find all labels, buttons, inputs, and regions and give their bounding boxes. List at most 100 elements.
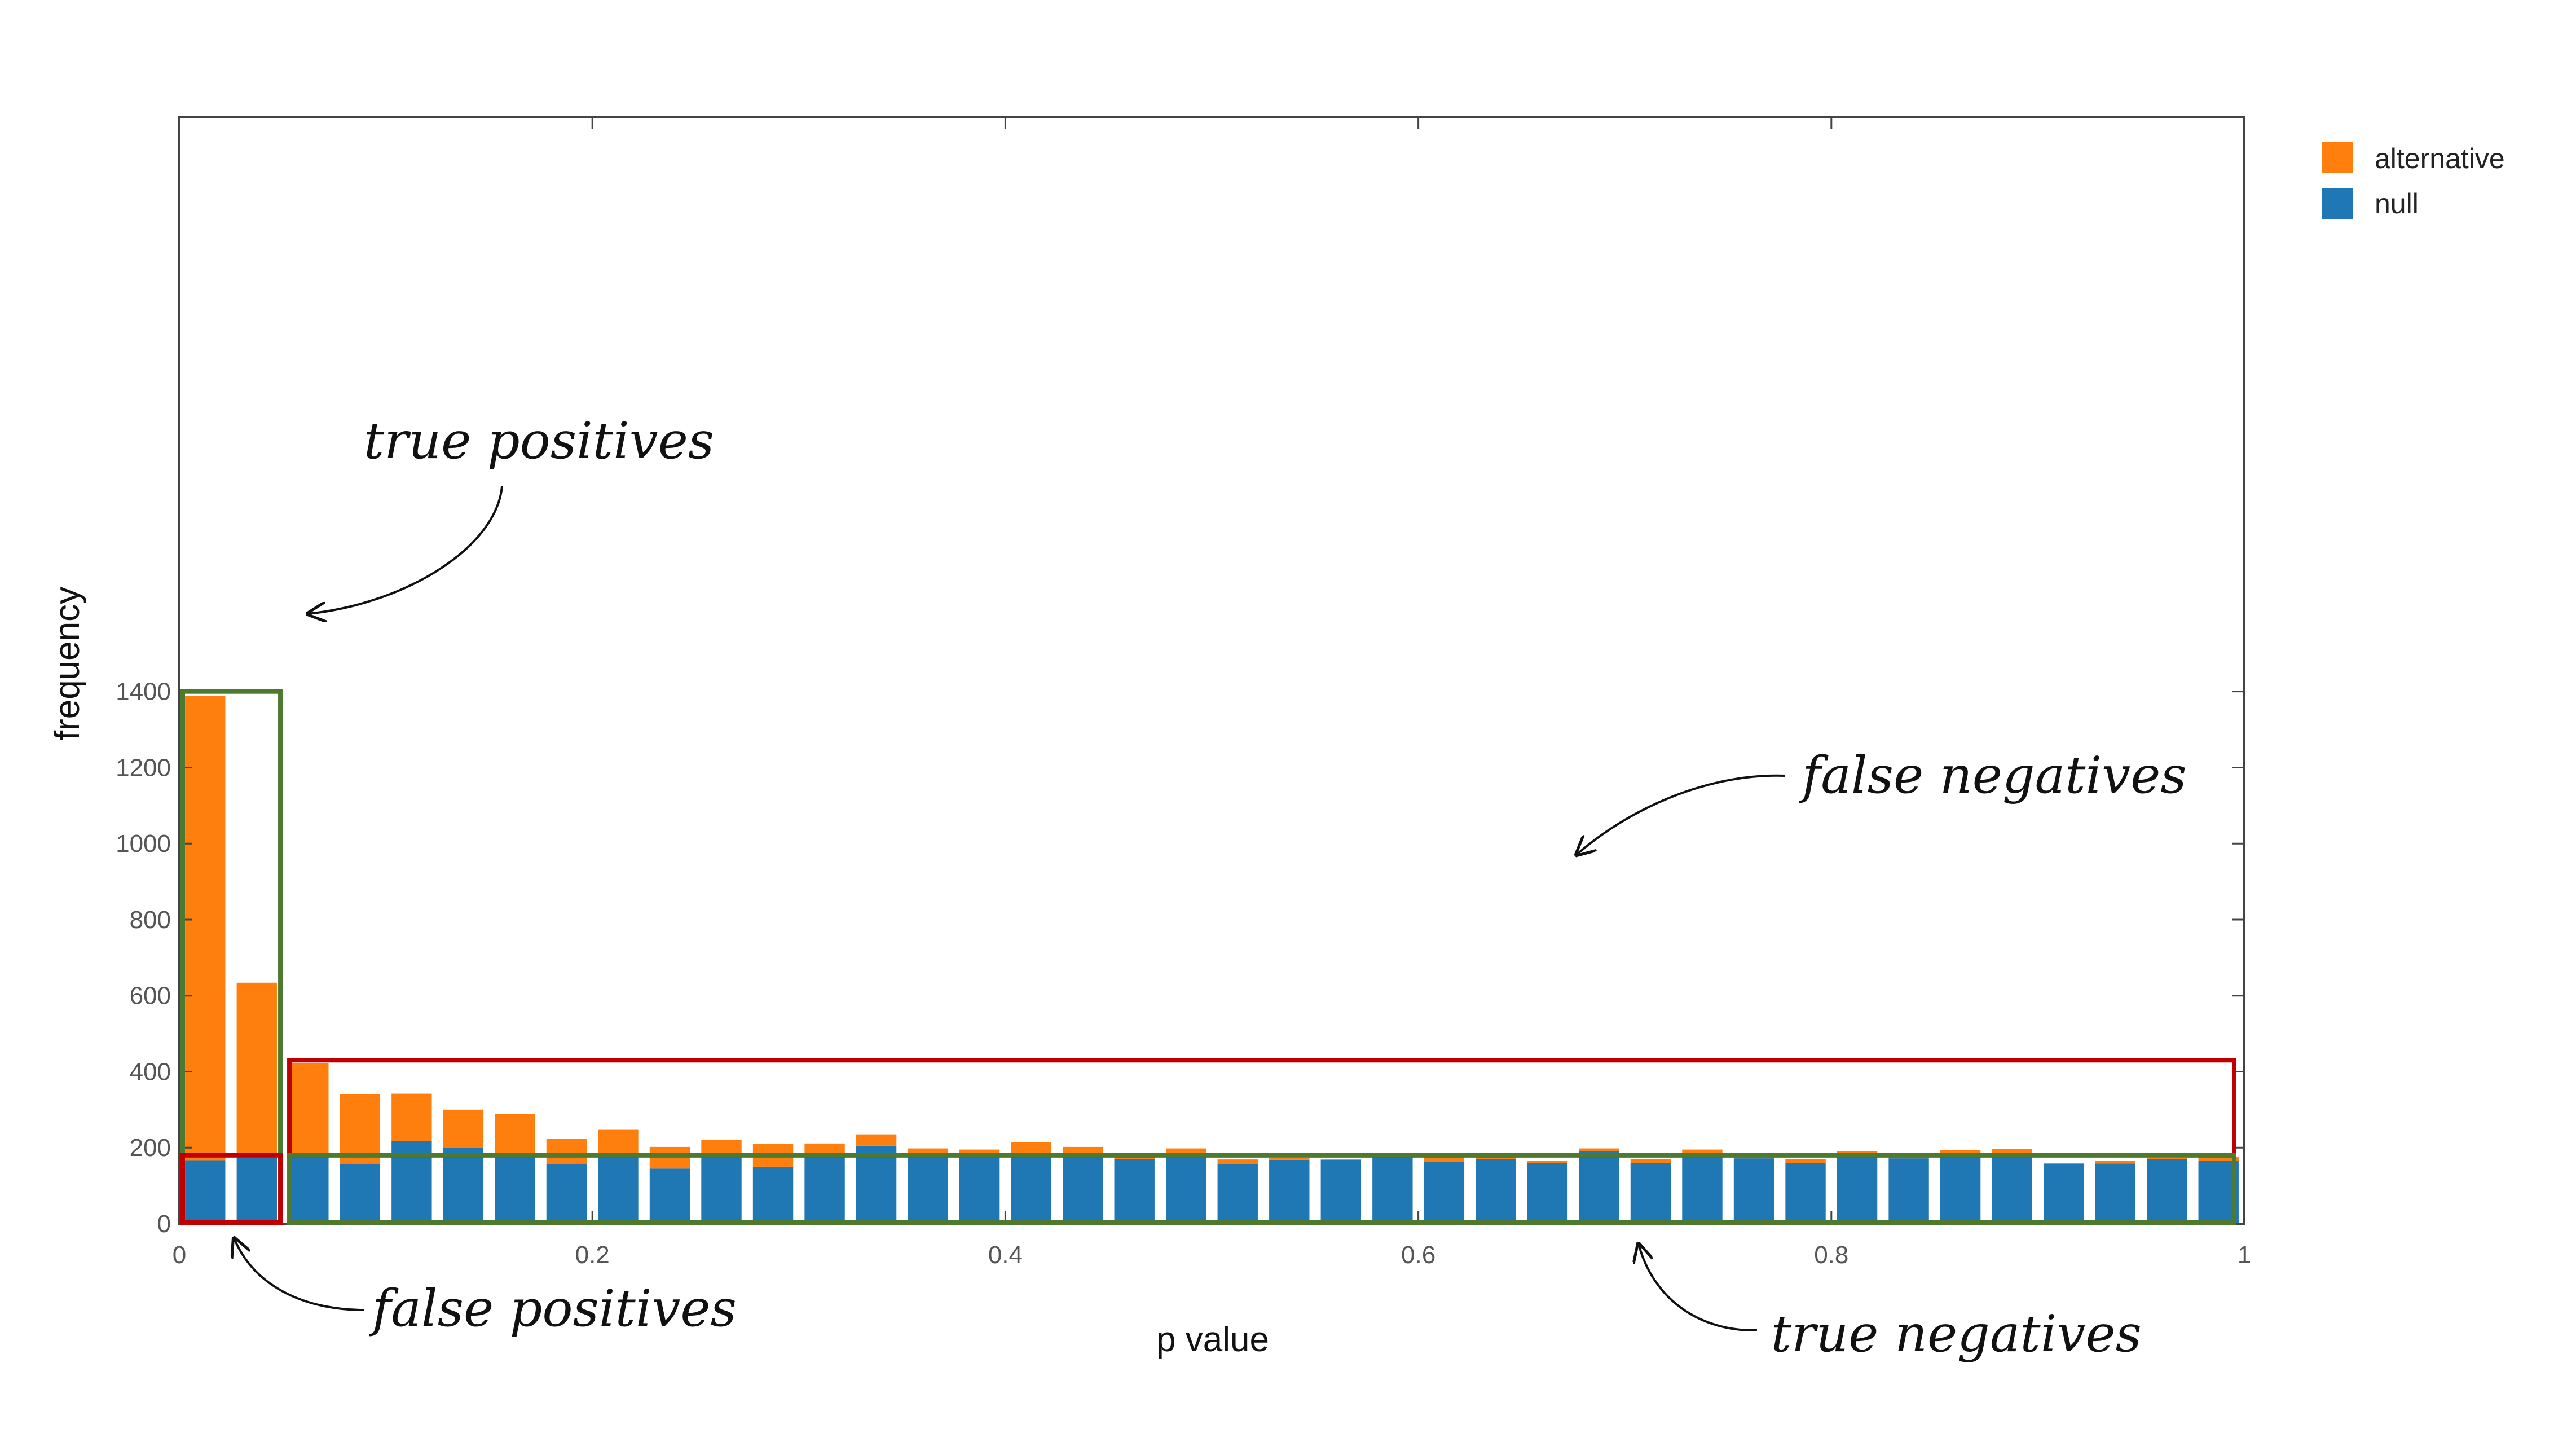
bar-null-35 [1992, 1155, 2032, 1224]
bar-null-31 [1785, 1163, 1826, 1224]
legend-swatch-alternative [2322, 142, 2353, 173]
y-tick-label-2: 400 [130, 1058, 171, 1085]
bar-null-25 [1476, 1159, 1516, 1224]
x-tick-label-2: 0.4 [988, 1241, 1023, 1269]
bar-alternative-31 [1785, 1159, 1826, 1163]
bar-null-1 [236, 1153, 277, 1224]
arrow-true-positives [308, 486, 503, 614]
bar-null-15 [959, 1157, 1000, 1224]
bar-null-14 [908, 1156, 948, 1224]
bar-null-36 [2043, 1164, 2084, 1224]
bar-alternative-3 [340, 1094, 381, 1164]
bars-layer [185, 696, 2239, 1224]
bar-null-6 [495, 1156, 535, 1224]
x-tick-label-3: 0.6 [1401, 1241, 1435, 1269]
bar-null-7 [546, 1164, 587, 1224]
bar-alternative-34 [1940, 1150, 1981, 1155]
bar-null-22 [1320, 1159, 1362, 1224]
bar-alternative-25 [1476, 1156, 1516, 1159]
bar-alternative-18 [1114, 1157, 1155, 1159]
bar-null-18 [1114, 1159, 1155, 1224]
y-tick-label-4: 800 [130, 906, 171, 934]
bar-null-23 [1372, 1156, 1413, 1224]
y-tick-label-0: 0 [157, 1210, 171, 1238]
bar-alternative-39 [2198, 1157, 2239, 1161]
annotation-true-negatives: true negatives [1771, 1304, 2142, 1364]
bar-alternative-6 [495, 1114, 535, 1157]
bar-null-27 [1579, 1151, 1619, 1224]
bar-null-20 [1217, 1164, 1258, 1224]
bar-alternative-30 [1733, 1157, 1774, 1159]
region-box-false-positives [180, 1153, 283, 1225]
legend-label-null: null [2375, 188, 2419, 219]
x-tick-label-4: 0.8 [1814, 1241, 1848, 1269]
bar-alternative-0 [185, 696, 226, 1161]
bar-alternative-38 [2147, 1158, 2187, 1159]
bar-null-12 [804, 1156, 845, 1224]
bar-null-37 [2095, 1163, 2135, 1224]
bar-alternative-13 [856, 1134, 897, 1146]
bar-null-16 [1011, 1156, 1051, 1224]
bar-null-9 [649, 1168, 690, 1224]
bar-null-17 [1062, 1155, 1103, 1224]
bar-null-30 [1733, 1158, 1774, 1224]
bar-null-19 [1166, 1156, 1206, 1224]
axis-ticks: 0 0.2 0.4 0.6 0.8 1 0 200 400 600 800 1000 1200 1400 [116, 117, 2251, 1269]
bar-null-11 [752, 1166, 794, 1224]
bar-alternative-24 [1424, 1156, 1465, 1162]
bar-null-38 [2147, 1159, 2187, 1224]
bar-alternative-28 [1630, 1159, 1671, 1163]
arrow-false-positives [234, 1238, 364, 1311]
annotation-boxes [180, 689, 2236, 1225]
bar-alternative-21 [1269, 1158, 1310, 1160]
bar-null-0 [185, 1160, 226, 1224]
bar-null-34 [1940, 1155, 1981, 1224]
bar-alternative-2 [288, 1062, 329, 1154]
bar-null-32 [1837, 1155, 1878, 1224]
y-tick-label-5: 1000 [116, 830, 171, 858]
bar-null-21 [1269, 1159, 1310, 1224]
y-tick-label-3: 600 [130, 982, 171, 1010]
x-tick-label-0: 0 [173, 1241, 186, 1269]
region-box-true-negatives [287, 1153, 2236, 1225]
bar-null-26 [1527, 1163, 1568, 1224]
bar-alternative-12 [804, 1143, 845, 1157]
legend: alternative null [2322, 142, 2505, 219]
bar-null-13 [856, 1145, 897, 1224]
bar-alternative-27 [1579, 1148, 1619, 1151]
y-tick-label-1: 200 [130, 1134, 171, 1162]
bar-alternative-20 [1217, 1159, 1258, 1164]
annotation-false-positives: false positives [369, 1279, 737, 1338]
bar-null-33 [1888, 1158, 1929, 1224]
bar-alternative-26 [1527, 1161, 1568, 1163]
bar-null-10 [701, 1155, 742, 1224]
bar-alternative-37 [2095, 1161, 2135, 1164]
bar-null-5 [443, 1148, 484, 1224]
bar-alternative-1 [236, 982, 277, 1154]
y-tick-label-6: 1200 [116, 754, 171, 781]
legend-swatch-null [2322, 188, 2353, 219]
bar-alternative-9 [649, 1146, 690, 1169]
bar-alternative-8 [598, 1129, 639, 1157]
x-tick-label-5: 1 [2238, 1241, 2251, 1269]
bar-null-24 [1424, 1162, 1465, 1224]
legend-label-alternative: alternative [2375, 143, 2505, 174]
annotation-true-positives: true positives [364, 411, 714, 471]
arrow-true-negatives [1639, 1244, 1758, 1332]
bar-null-2 [288, 1153, 329, 1224]
bar-alternative-36 [2043, 1163, 2084, 1164]
y-axis-title: frequency [48, 587, 87, 740]
bar-alternative-35 [1992, 1149, 2032, 1155]
x-axis-title: p value [1156, 1320, 1269, 1359]
plot-frame [178, 116, 2245, 1225]
y-tick-label-7: 1400 [116, 678, 171, 706]
bar-null-8 [598, 1156, 639, 1224]
bar-alternative-7 [546, 1139, 587, 1164]
bar-alternative-10 [701, 1140, 742, 1155]
bar-null-29 [1682, 1157, 1723, 1224]
bar-alternative-5 [443, 1109, 484, 1148]
bar-null-3 [340, 1164, 381, 1224]
x-tick-label-1: 0.2 [575, 1241, 610, 1269]
annotation-false-negatives: false negatives [1799, 746, 2187, 805]
